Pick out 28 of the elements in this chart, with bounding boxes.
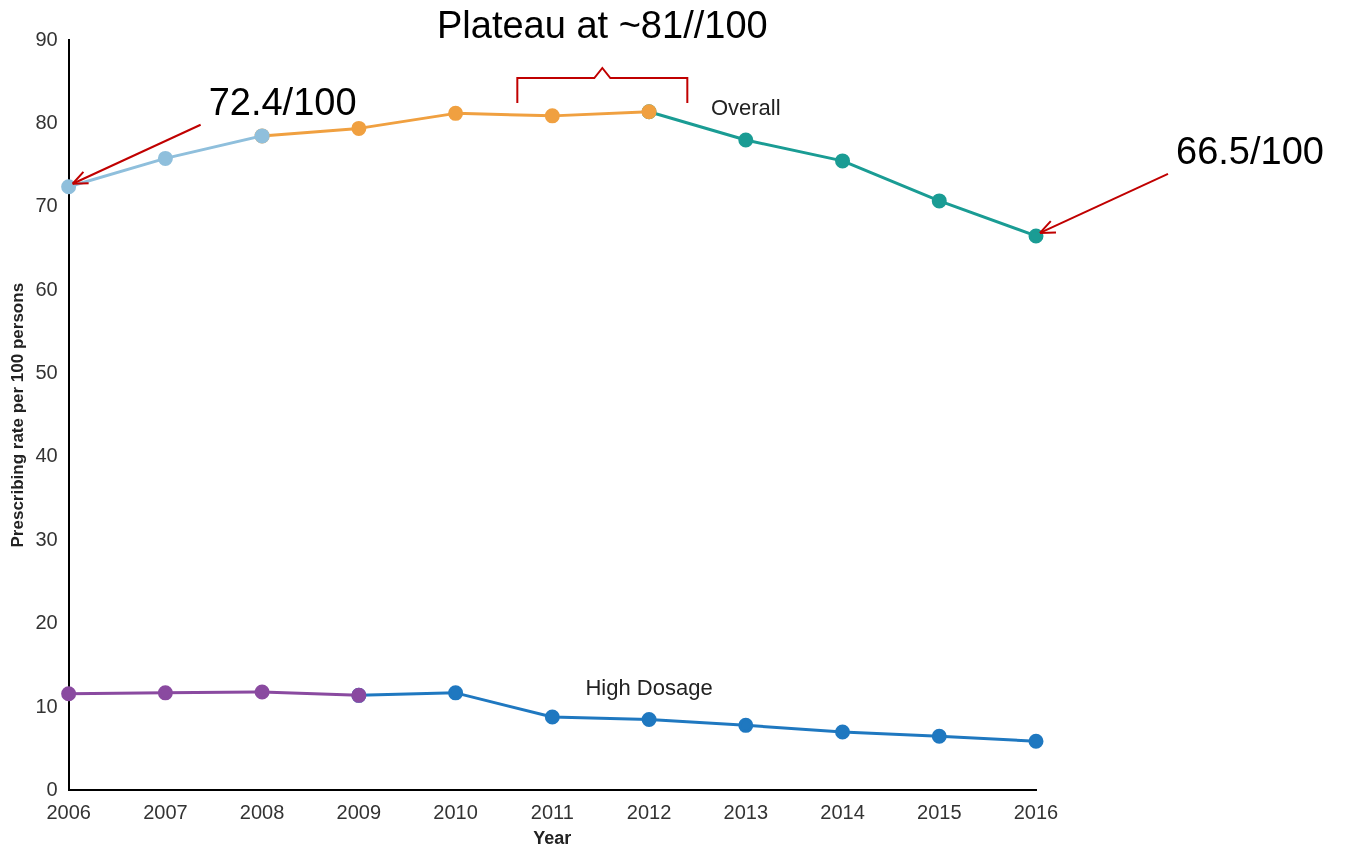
x-tick-label: 2012 (626, 800, 672, 823)
y-tick-label: 60 (35, 277, 58, 300)
y-axis-title: Prescribing rate per 100 persons (7, 282, 27, 548)
x-tick-label: 2009 (336, 800, 382, 823)
y-tick-label: 40 (35, 444, 58, 467)
x-tick-label: 2013 (723, 800, 769, 823)
y-tick-label: 20 (35, 611, 58, 634)
series-label: High Dosage (585, 674, 713, 700)
y-tick-label: 50 (35, 361, 58, 384)
annotation: 72.4/100 (208, 81, 357, 124)
x-tick-label: 2014 (820, 800, 865, 823)
annotation: Plateau at ~81//100 (436, 4, 768, 47)
y-tick-label: 0 (46, 777, 58, 800)
x-tick-label: 2016 (1013, 800, 1059, 823)
y-tick-label: 80 (35, 110, 58, 133)
x-tick-label: 2008 (239, 800, 285, 823)
y-tick-label: 30 (35, 527, 58, 550)
y-tick-label: 10 (35, 694, 58, 717)
x-tick-label: 2007 (143, 800, 188, 823)
x-tick-label: 2015 (917, 800, 962, 823)
y-tick-label: 90 (35, 27, 58, 50)
annotation: 66.5/100 (1176, 130, 1324, 173)
y-tick-label: 70 (35, 194, 58, 217)
x-tick-label: 2006 (46, 800, 91, 823)
series-label: Overall (710, 95, 781, 121)
x-tick-label: 2011 (530, 800, 574, 823)
x-tick-label: 2010 (433, 800, 478, 823)
x-axis-title: Year (533, 828, 572, 849)
